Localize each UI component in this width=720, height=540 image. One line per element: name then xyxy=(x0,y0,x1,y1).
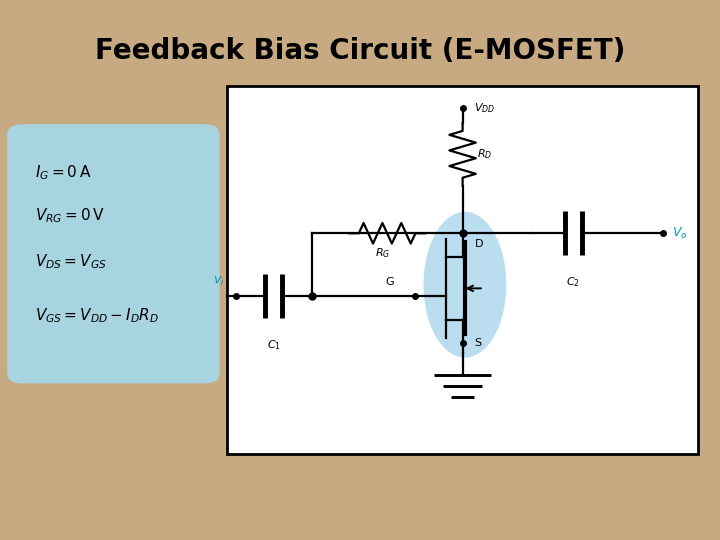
Ellipse shape xyxy=(423,212,506,357)
Text: $V_{GS} = V_{DD} - I_D R_D$: $V_{GS} = V_{DD} - I_D R_D$ xyxy=(35,307,158,325)
Text: S: S xyxy=(474,339,482,348)
Text: $R_G$: $R_G$ xyxy=(374,246,390,260)
Text: $C_2$: $C_2$ xyxy=(567,275,580,289)
Text: $V_{DD}$: $V_{DD}$ xyxy=(474,102,495,116)
Text: $V_o$: $V_o$ xyxy=(672,226,688,241)
FancyBboxPatch shape xyxy=(7,124,220,383)
Text: $C_1$: $C_1$ xyxy=(267,338,281,352)
Text: $I_G = 0\,\mathrm{A}$: $I_G = 0\,\mathrm{A}$ xyxy=(35,164,91,182)
Text: $V_{DS} = V_{GS}$: $V_{DS} = V_{GS}$ xyxy=(35,253,107,271)
Text: Feedback Bias Circuit (E-MOSFET): Feedback Bias Circuit (E-MOSFET) xyxy=(95,37,625,65)
FancyBboxPatch shape xyxy=(227,86,698,454)
Text: $R_D$: $R_D$ xyxy=(477,147,492,161)
Text: $v_i$: $v_i$ xyxy=(212,275,225,288)
Text: D: D xyxy=(474,239,483,249)
Text: $V_{RG} = 0\,\mathrm{V}$: $V_{RG} = 0\,\mathrm{V}$ xyxy=(35,207,104,225)
Text: G: G xyxy=(386,276,395,287)
